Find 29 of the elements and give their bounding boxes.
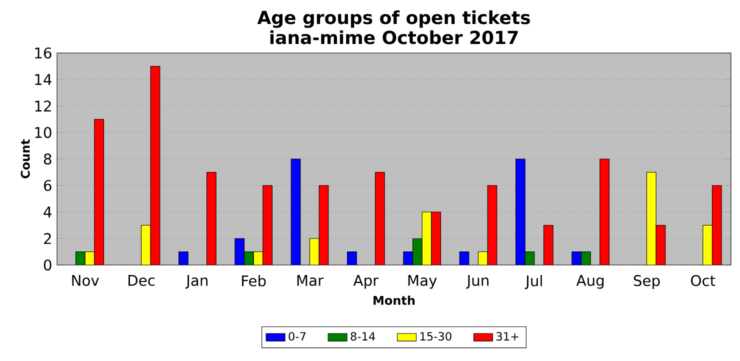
x-tick-label: Nov <box>72 275 99 286</box>
x-tick-label: Oct <box>691 275 716 286</box>
y-tick-label: 8 <box>44 153 52 165</box>
x-tick-label: Dec <box>128 275 155 286</box>
y-tick-label: 2 <box>44 233 51 244</box>
x-tick-label: Apr <box>353 275 379 289</box>
x-tick-label: Jul <box>524 275 542 290</box>
legend-label: 0-7 <box>288 332 306 341</box>
chart-subtitle: iana-mime October 2017 <box>270 30 518 44</box>
y-tick-label: 10 <box>35 126 52 138</box>
y-tick-label: 12 <box>35 100 51 112</box>
x-tick-label: Jan <box>185 275 208 289</box>
y-axis-title: Count <box>20 139 30 178</box>
x-tick-label: May <box>408 275 437 289</box>
chart-title: Age groups of open tickets <box>257 10 530 28</box>
x-tick-label: Jun <box>466 275 488 289</box>
legend-label: 31+ <box>496 332 518 341</box>
y-tick-label: 0 <box>44 259 52 271</box>
legend-label: 8-14 <box>350 332 376 341</box>
y-tick-label: 14 <box>35 74 52 85</box>
y-tick-label: 16 <box>35 47 52 59</box>
legend-label: 15-30 <box>420 332 452 341</box>
y-tick-label: 6 <box>44 180 52 192</box>
x-tick-label: Mar <box>297 275 324 286</box>
y-tick-label: 4 <box>44 206 52 218</box>
x-tick-label: Sep <box>634 275 660 289</box>
x-tick-label: Aug <box>576 275 604 289</box>
x-axis-title: Month <box>374 296 415 305</box>
x-tick-label: Feb <box>242 275 266 286</box>
